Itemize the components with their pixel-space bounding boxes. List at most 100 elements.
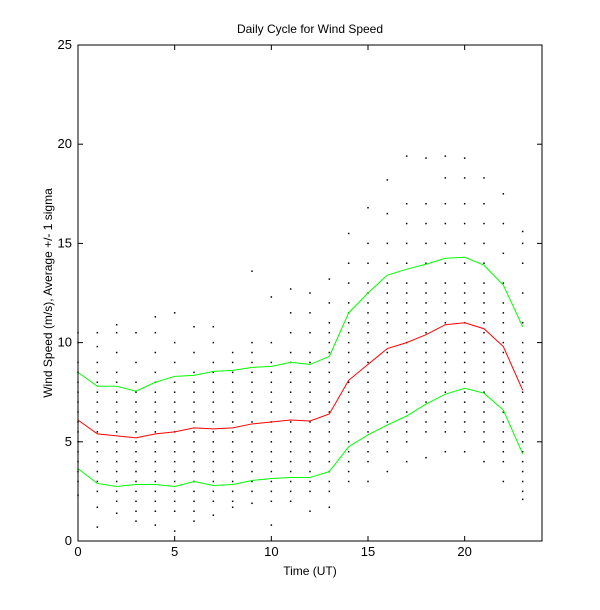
- scatter-point: [425, 312, 427, 314]
- scatter-point: [270, 441, 273, 443]
- scatter-point: [463, 202, 466, 205]
- scatter-point: [367, 401, 369, 403]
- scatter-point: [367, 282, 369, 284]
- scatter-point: [309, 431, 311, 433]
- scatter-point: [251, 341, 253, 344]
- scatter-point: [521, 498, 524, 501]
- scatter-point: [135, 510, 137, 512]
- scatter-point: [154, 490, 157, 493]
- scatter-point: [483, 282, 485, 284]
- scatter-point: [193, 381, 195, 384]
- scatter-point: [502, 322, 505, 324]
- scatter-point: [328, 381, 331, 384]
- scatter-point: [444, 371, 447, 374]
- scatter-point: [386, 282, 389, 284]
- scatter-point: [444, 222, 447, 225]
- scatter-point: [444, 401, 447, 403]
- scatter-point: [444, 421, 447, 423]
- scatter-point: [405, 421, 408, 423]
- x-tick-label: 10: [264, 544, 278, 559]
- scatter-point: [309, 331, 311, 334]
- scatter-point: [521, 341, 524, 344]
- scatter-point: [425, 292, 427, 294]
- scatter-point: [231, 490, 234, 493]
- scatter-point: [231, 391, 234, 393]
- scatter-point: [521, 361, 524, 364]
- scatter-point: [173, 490, 176, 493]
- scatter-point: [231, 506, 234, 509]
- scatter-point: [444, 411, 447, 413]
- scatter-point: [463, 292, 466, 294]
- x-axis-label: Time (UT): [283, 564, 337, 578]
- scatter-point: [502, 421, 505, 423]
- scatter-point: [502, 252, 505, 255]
- scatter-point: [270, 296, 273, 298]
- scatter-point: [367, 411, 369, 413]
- scatter-point: [212, 411, 215, 413]
- scatter-point: [154, 411, 157, 413]
- scatter-point: [386, 411, 389, 413]
- scatter-point: [521, 411, 524, 413]
- scatter-point: [135, 450, 137, 453]
- scatter-point: [521, 441, 524, 443]
- scatter-point: [193, 401, 195, 403]
- scatter-point: [347, 401, 350, 403]
- scatter-point: [502, 193, 505, 195]
- scatter-point: [309, 460, 311, 463]
- scatter-point: [135, 391, 137, 393]
- scatter-point: [502, 401, 505, 403]
- scatter-point: [212, 470, 215, 473]
- scatter-point: [405, 431, 408, 433]
- scatter-point: [405, 371, 408, 374]
- scatter-point: [231, 431, 234, 433]
- scatter-point: [502, 282, 505, 284]
- scatter-point: [386, 179, 389, 181]
- scatter-point: [270, 450, 273, 453]
- scatter-point: [367, 361, 369, 364]
- scatter-point: [463, 331, 466, 334]
- scatter-point: [405, 331, 408, 334]
- scatter-point: [367, 441, 369, 443]
- scatter-point: [405, 202, 408, 205]
- scatter-point: [463, 421, 466, 423]
- scatter-point: [347, 421, 350, 423]
- scatter-point: [212, 490, 215, 493]
- scatter-point: [347, 331, 350, 334]
- scatter-point: [483, 341, 485, 344]
- scatter-point: [444, 262, 447, 264]
- scatter-point: [463, 157, 466, 159]
- scatter-point: [444, 202, 447, 205]
- scatter-point: [444, 431, 447, 433]
- scatter-point: [154, 331, 157, 334]
- scatter-point: [328, 490, 331, 493]
- scatter-point: [483, 312, 485, 314]
- scatter-point: [96, 506, 99, 509]
- scatter-point: [463, 312, 466, 314]
- scatter-point: [502, 371, 505, 374]
- scatter-point: [270, 470, 273, 473]
- scatter-point: [328, 278, 331, 280]
- scatter-point: [173, 510, 176, 512]
- scatter-point: [173, 401, 176, 403]
- scatter-point: [154, 401, 157, 403]
- scatter-point: [193, 460, 195, 463]
- scatter-point: [289, 421, 292, 423]
- scatter-point: [483, 222, 485, 225]
- scatter-point: [328, 480, 331, 483]
- scatter-point: [328, 421, 331, 423]
- scatter-point: [521, 292, 524, 294]
- scatter-point: [425, 242, 427, 245]
- scatter-point: [483, 262, 485, 264]
- scatter-point: [483, 242, 485, 245]
- scatter-point: [270, 460, 273, 463]
- scatter-point: [115, 331, 118, 334]
- scatter-point: [309, 510, 311, 512]
- scatter-point: [367, 381, 369, 384]
- scatter-point: [521, 230, 524, 233]
- scatter-point: [154, 421, 157, 423]
- scatter-point: [367, 351, 369, 354]
- scatter-point: [309, 381, 311, 384]
- scatter-point: [173, 421, 176, 423]
- scatter-point: [347, 351, 350, 354]
- scatter-point: [135, 411, 137, 413]
